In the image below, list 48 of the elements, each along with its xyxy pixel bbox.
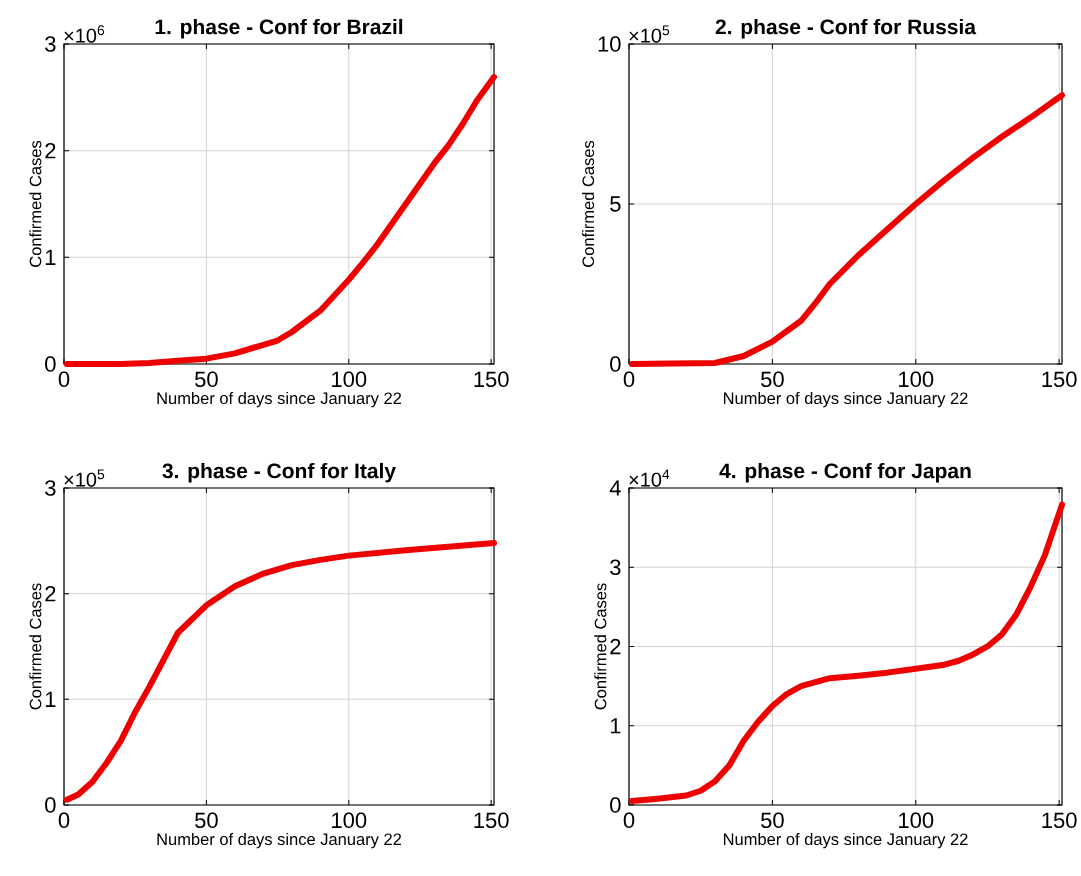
text: ×10$^{5}$: [64, 469, 105, 487]
x-tick-label: 100: [899, 812, 934, 829]
chart-title: 2. phase - Conf for Russia: [715, 18, 977, 39]
x-tick-label: 50: [195, 812, 218, 829]
y-tick-label: 1: [45, 249, 56, 265]
y-axis-title: Confirmed Cases: [582, 140, 595, 267]
y-axis-title: Confirmed Cases: [29, 140, 42, 267]
y-tick-label: 2: [45, 142, 56, 159]
x-tick-label: 150: [474, 371, 509, 388]
y-axis-title: Confirmed Cases: [29, 583, 42, 710]
x-tick-label: 0: [623, 371, 635, 388]
x-tick-label: 50: [761, 371, 784, 388]
x-tick-label: 150: [1042, 812, 1077, 829]
x-axis-title: Number of days since January 22: [723, 832, 968, 849]
y-tick-label: 0: [610, 797, 621, 813]
y-tick-label: 3: [45, 36, 56, 52]
y-tick-label: 1: [610, 718, 621, 734]
text: ×10$^{6}$: [64, 25, 105, 43]
y-tick-label: 2: [610, 638, 621, 655]
y-tick-label: 2: [45, 585, 56, 602]
x-tick-label: 50: [195, 371, 218, 388]
x-tick-label: 100: [332, 371, 367, 388]
y-axis-title: Confirmed Cases: [594, 583, 607, 710]
text: ×10$^{4}$: [629, 469, 670, 487]
chart-title: 1. phase - Conf for Brazil: [155, 18, 403, 39]
x-axis-title: Number of days since January 22: [723, 391, 968, 408]
x-axis-title: Number of days since January 22: [157, 391, 402, 408]
y-tick-label: 10: [598, 36, 621, 52]
y-tick-label: 3: [610, 559, 621, 576]
x-tick-label: 0: [623, 812, 635, 829]
x-tick-label: 150: [474, 812, 509, 829]
x-tick-label: 100: [332, 812, 367, 829]
y-tick-label: 0: [45, 356, 56, 372]
y-tick-label: 1: [45, 691, 56, 707]
x-tick-label: 150: [1042, 371, 1077, 388]
y-tick-label: 5: [610, 196, 621, 212]
x-tick-label: 0: [58, 812, 70, 829]
x-tick-label: 100: [899, 371, 934, 388]
x-axis-title: Number of days since January 22: [157, 832, 402, 849]
y-tick-label: 3: [45, 480, 56, 496]
y-tick-label: 0: [45, 797, 56, 813]
y-tick-label: 0: [610, 356, 621, 372]
text: ×10$^{5}$: [629, 25, 670, 43]
x-tick-label: 50: [761, 812, 784, 829]
chart-title: 4. phase - Conf for Japan: [719, 462, 971, 483]
y-tick-label: 4: [609, 480, 621, 496]
chart-title: 3. phase - Conf for Italy: [162, 462, 396, 483]
x-tick-label: 0: [58, 371, 70, 388]
